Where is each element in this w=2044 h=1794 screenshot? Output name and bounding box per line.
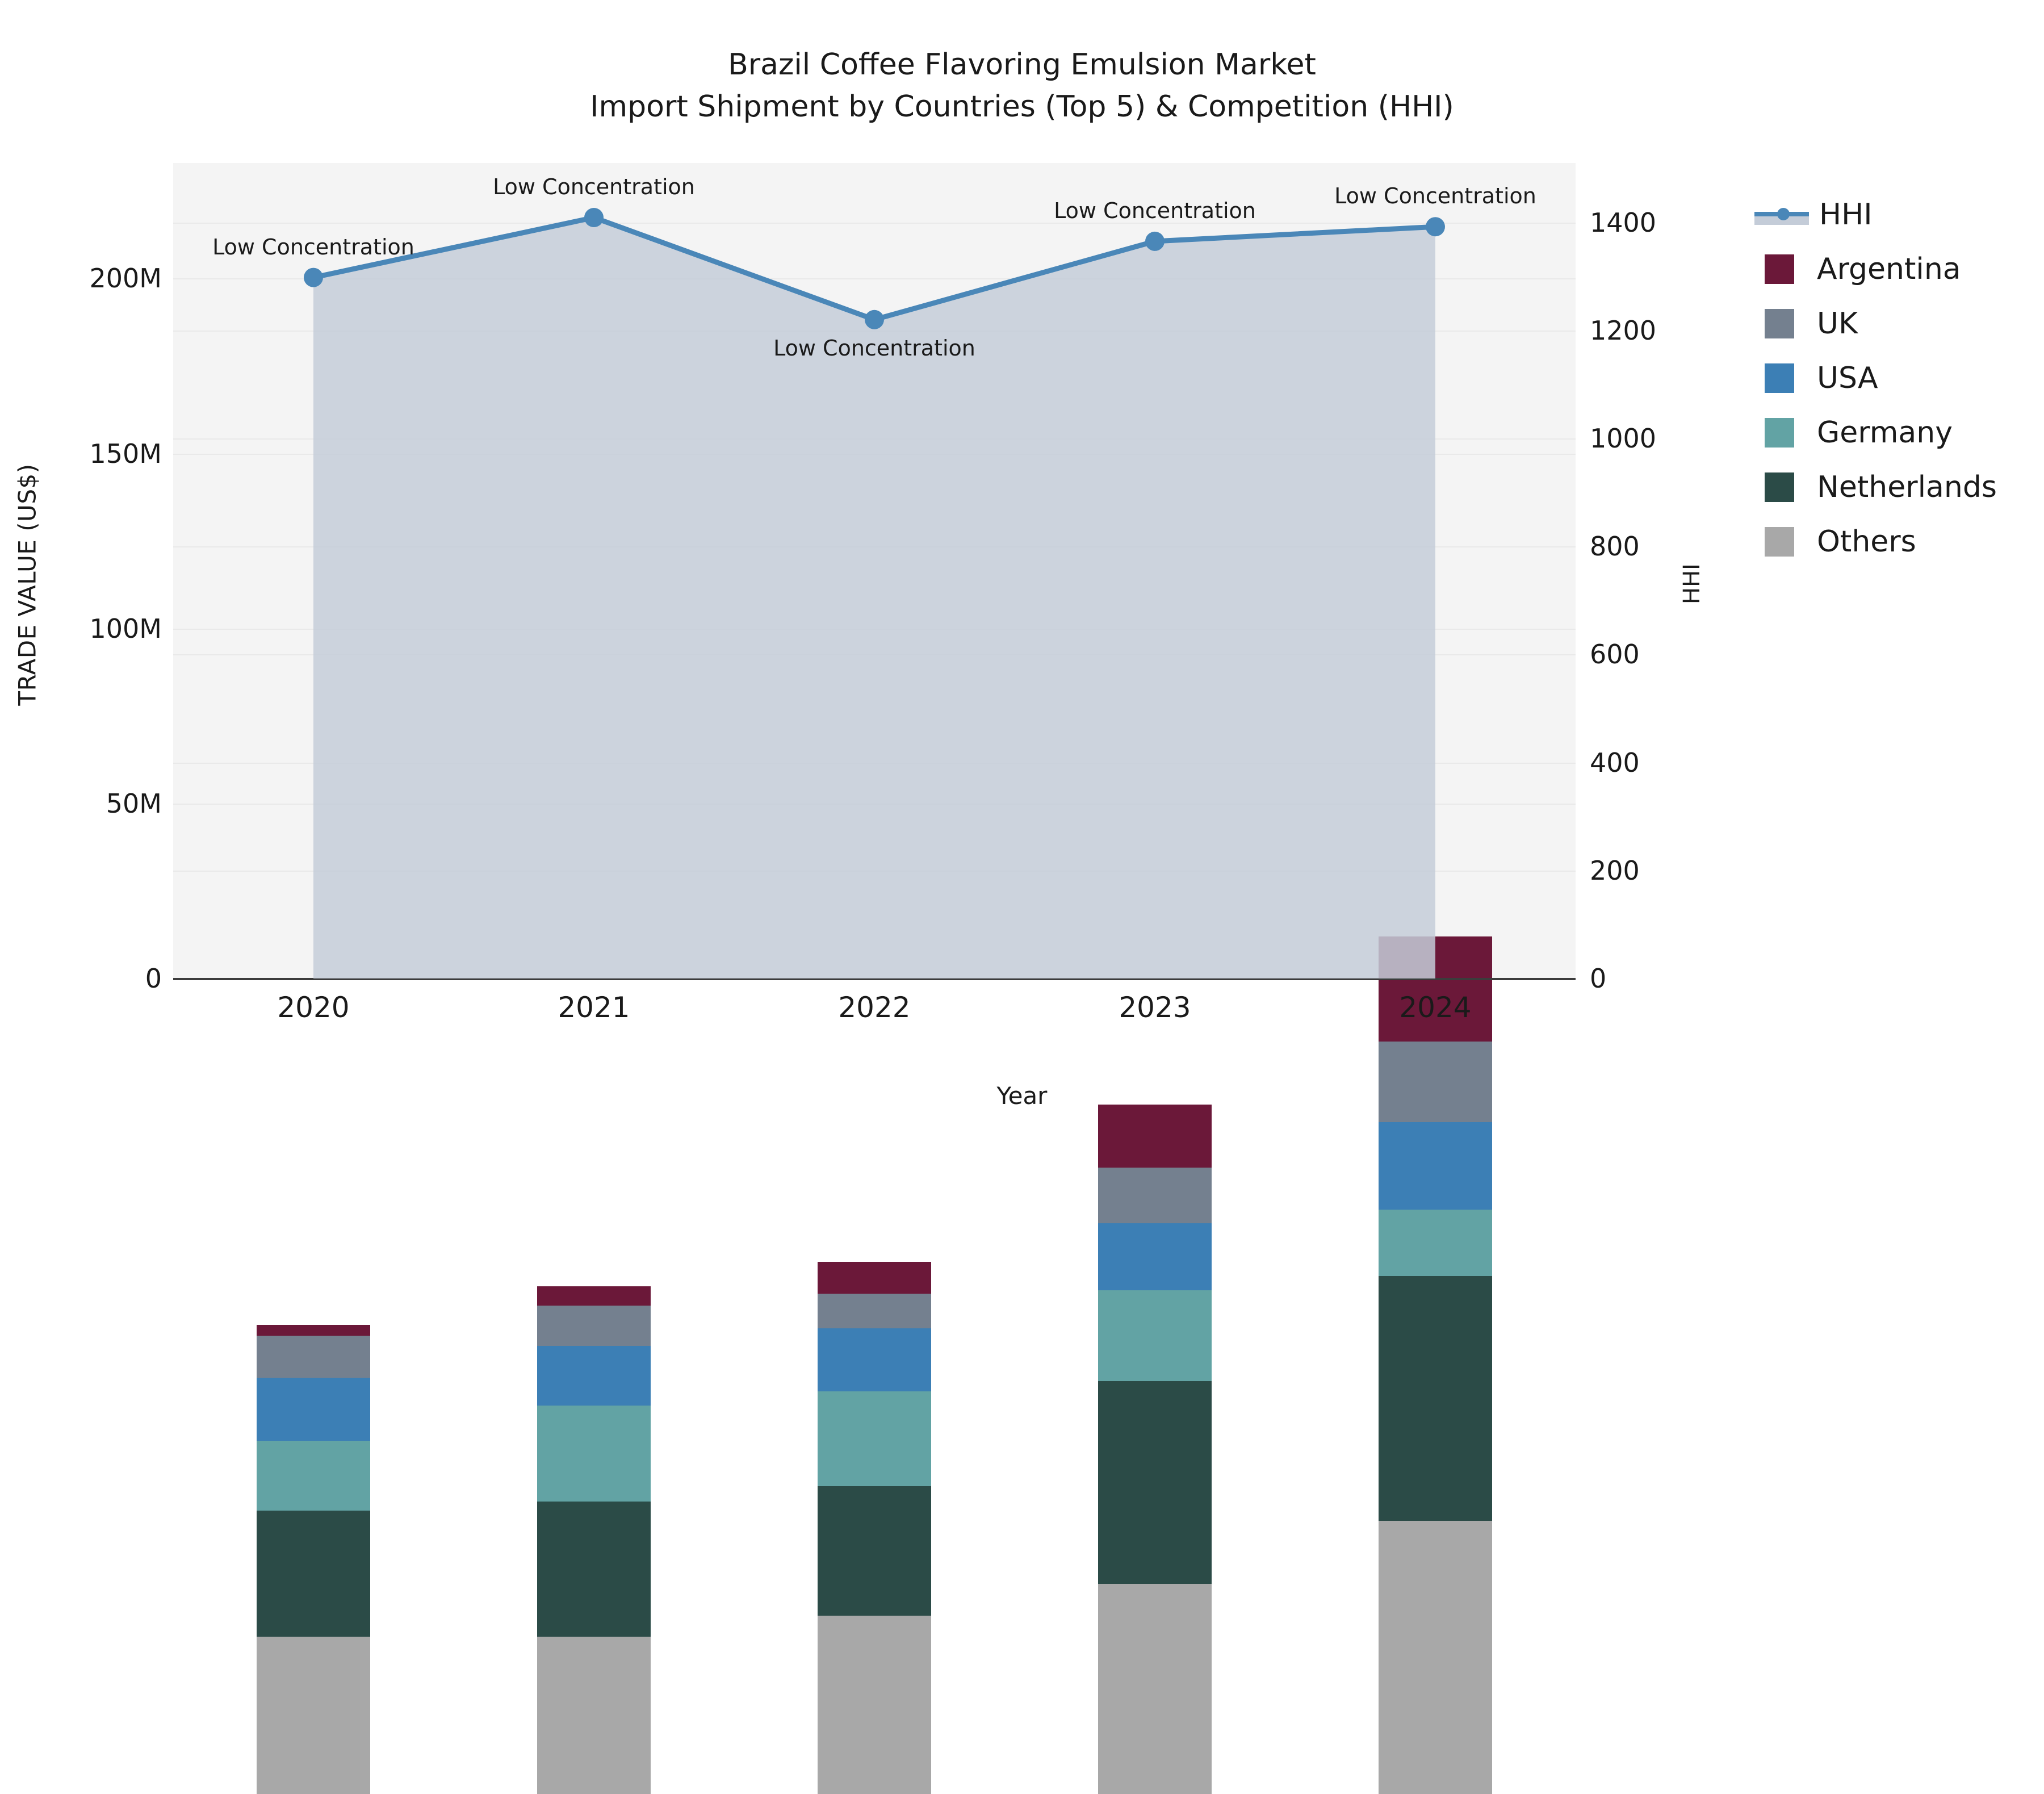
legend-item-others[interactable]: Others <box>1754 515 2038 569</box>
annotation-low-concentration: Low Concentration <box>1054 198 1256 223</box>
y-axis-right-tick-label: 1000 <box>1590 423 1657 454</box>
y-axis-right-tick-label: 0 <box>1590 963 1607 994</box>
bar-segment-usa[interactable] <box>537 1346 651 1406</box>
y-axis-left-tick-label: 50M <box>106 788 162 819</box>
x-axis-tick-label-2024: 2024 <box>1399 991 1472 1024</box>
bar-segment-argentina[interactable] <box>537 1286 651 1306</box>
legend-item-netherlands[interactable]: Netherlands <box>1754 460 2038 515</box>
bar-segment-netherlands[interactable] <box>257 1510 370 1637</box>
bar-segment-germany[interactable] <box>818 1391 931 1486</box>
chart-title-line1: Brazil Coffee Flavoring Emulsion Market <box>728 48 1316 82</box>
legend-item-label: USA <box>1817 361 1878 395</box>
y-axis-right-tick-label: 600 <box>1590 639 1640 670</box>
legend-swatch-icon <box>1765 472 1794 502</box>
y-axis-right-tick-label: 400 <box>1590 747 1640 778</box>
legend-item-label: UK <box>1817 307 1858 341</box>
bar-segment-netherlands[interactable] <box>1379 1276 1492 1521</box>
bar-segment-argentina[interactable] <box>818 1262 931 1294</box>
bar-segment-usa[interactable] <box>1098 1223 1212 1290</box>
legend-item-germany[interactable]: Germany <box>1754 405 2038 460</box>
legend-swatch-icon <box>1765 527 1794 557</box>
legend-item-hhi[interactable]: HHI <box>1754 187 2038 242</box>
bar-segment-netherlands[interactable] <box>1098 1381 1212 1584</box>
x-axis-line <box>173 978 1576 980</box>
annotation-low-concentration: Low Concentration <box>493 174 695 200</box>
chart-title: Brazil Coffee Flavoring Emulsion Market … <box>0 44 2044 128</box>
legend-item-uk[interactable]: UK <box>1754 296 2038 351</box>
bar-segment-argentina[interactable] <box>1098 1104 1212 1168</box>
bar-segment-germany[interactable] <box>257 1440 370 1511</box>
gridline-left <box>173 453 1576 455</box>
y-axis-right-tick-label: 200 <box>1590 855 1640 886</box>
bar-segment-uk[interactable] <box>818 1293 931 1329</box>
bar-segment-germany[interactable] <box>537 1405 651 1502</box>
y-axis-right-tick-label: 1200 <box>1590 315 1657 346</box>
gridline-right <box>173 330 1576 332</box>
gridline-left <box>173 803 1576 805</box>
gridline-right <box>173 654 1576 656</box>
bar-segment-uk[interactable] <box>1098 1167 1212 1224</box>
chart-figure: Brazil Coffee Flavoring Emulsion Market … <box>0 44 2044 1794</box>
bar-segment-usa[interactable] <box>1379 1122 1492 1210</box>
bar-segment-others[interactable] <box>818 1615 931 1794</box>
gridline-right <box>173 546 1576 548</box>
y-axis-right-tick-label: 1400 <box>1590 207 1657 238</box>
bar-segment-uk[interactable] <box>537 1306 651 1346</box>
legend-swatch-icon <box>1765 309 1794 338</box>
legend-item-label: Argentina <box>1817 252 1961 286</box>
x-axis-tick-label-2022: 2022 <box>838 991 911 1024</box>
bar-segment-others[interactable] <box>257 1636 370 1794</box>
chart-legend: HHI Argentina UK USA Germany Netherlands Other… <box>1754 187 2038 569</box>
legend-item-argentina[interactable]: Argentina <box>1754 242 2038 296</box>
y-axis-right-label: HHI <box>1679 563 1705 604</box>
y-axis-left-label: TRADE VALUE (US$) <box>13 463 41 706</box>
gridline-left <box>173 628 1576 630</box>
gridline-right <box>173 870 1576 872</box>
bar-segment-germany[interactable] <box>1098 1290 1212 1381</box>
bar-segment-netherlands[interactable] <box>818 1486 931 1616</box>
legend-item-label: Others <box>1817 525 1916 559</box>
x-axis-tick-label-2021: 2021 <box>558 991 630 1024</box>
plot-area <box>173 163 1576 1794</box>
annotation-low-concentration: Low Concentration <box>212 234 414 260</box>
x-axis-label: Year <box>996 1082 1048 1110</box>
bar-segment-usa[interactable] <box>818 1328 931 1392</box>
gridline-right <box>173 762 1576 764</box>
legend-item-label: Netherlands <box>1817 470 1997 504</box>
y-axis-left-tick-label: 0 <box>145 963 162 994</box>
legend-item-label: Germany <box>1817 416 1953 450</box>
legend-swatch-icon <box>1765 363 1794 393</box>
y-axis-left-tick-label: 150M <box>89 438 162 469</box>
bar-segment-argentina[interactable] <box>257 1325 370 1336</box>
y-axis-left-tick-label: 200M <box>89 263 162 294</box>
x-axis-tick-label-2023: 2023 <box>1119 991 1191 1024</box>
bar-segment-germany[interactable] <box>1379 1209 1492 1276</box>
bar-segment-netherlands[interactable] <box>537 1502 651 1637</box>
gridline-left <box>173 278 1576 280</box>
bar-segment-argentina[interactable] <box>1379 936 1492 1042</box>
legend-line-marker-icon <box>1754 200 1809 229</box>
legend-swatch-icon <box>1765 254 1794 284</box>
bar-segment-usa[interactable] <box>257 1377 370 1441</box>
y-axis-right-tick-label: 800 <box>1590 531 1640 562</box>
annotation-low-concentration: Low Concentration <box>773 335 975 361</box>
gridline-right <box>173 222 1576 224</box>
bar-segment-others[interactable] <box>537 1636 651 1794</box>
gridline-right <box>173 438 1576 440</box>
annotation-low-concentration: Low Concentration <box>1334 183 1536 209</box>
legend-item-usa[interactable]: USA <box>1754 351 2038 405</box>
legend-swatch-icon <box>1765 418 1794 448</box>
bar-segment-uk[interactable] <box>257 1335 370 1378</box>
bar-segment-others[interactable] <box>1379 1521 1492 1794</box>
bar-segment-others[interactable] <box>1098 1584 1212 1794</box>
x-axis-tick-label-2020: 2020 <box>277 991 350 1024</box>
bar-segment-uk[interactable] <box>1379 1041 1492 1122</box>
chart-subtitle: Import Shipment by Countries (Top 5) & C… <box>590 89 1454 124</box>
legend-item-label: HHI <box>1819 198 1873 232</box>
y-axis-left-tick-label: 100M <box>89 613 162 644</box>
